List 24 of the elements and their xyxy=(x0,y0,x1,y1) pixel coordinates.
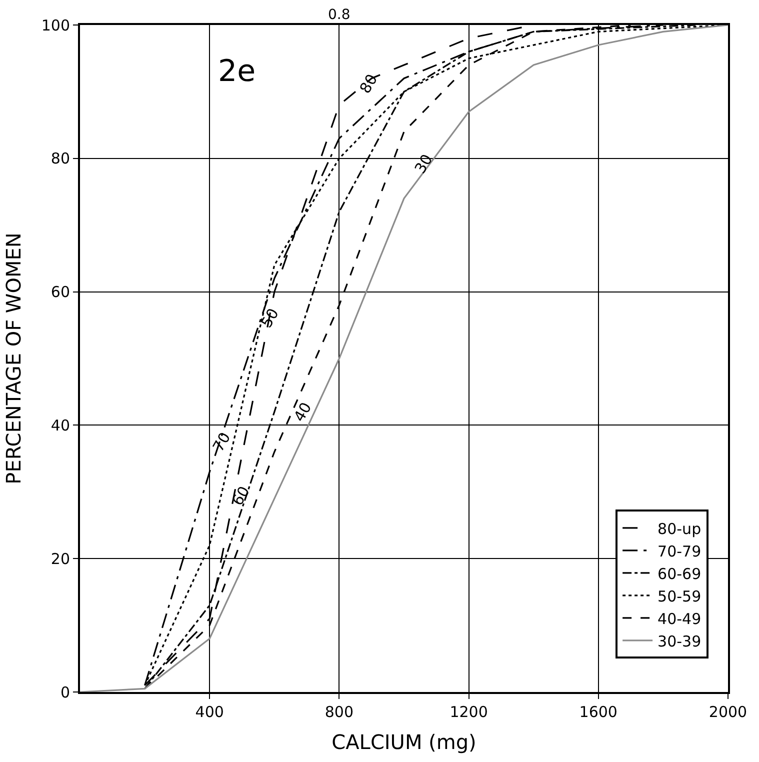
y-tick-label: 60 xyxy=(50,283,70,302)
annotation: 2e xyxy=(218,54,256,89)
y-tick-label: 0 xyxy=(60,683,70,702)
x-tick-label: 400 xyxy=(195,703,224,721)
legend-label: 80-up xyxy=(658,520,702,538)
text: 0.8 xyxy=(328,7,350,23)
annotation: 80 xyxy=(356,70,382,97)
y-tick-label: 100 xyxy=(41,16,70,34)
legend-label: 50-59 xyxy=(658,587,702,606)
x-tick-label: 800 xyxy=(324,703,354,721)
legend-label: 70-79 xyxy=(658,542,702,560)
legend-label: 40-49 xyxy=(658,610,702,628)
y-tick-label: 40 xyxy=(50,416,70,434)
x-tick-label: 1200 xyxy=(450,703,488,721)
annotation: 40 xyxy=(290,399,316,425)
y-axis-title: PERCENTAGE OF WOMEN xyxy=(1,232,26,484)
x-axis-title: CALCIUM (mg) xyxy=(332,730,476,754)
x-tick-label: 2000 xyxy=(708,703,748,721)
annotation: 30 xyxy=(411,151,436,177)
x-tick-label: 1600 xyxy=(579,703,618,721)
legend-label: 60-69 xyxy=(658,564,702,583)
legend-label: 30-39 xyxy=(658,632,702,650)
y-tick-label: 20 xyxy=(50,550,70,568)
y-tick-label: 80 xyxy=(50,150,70,168)
